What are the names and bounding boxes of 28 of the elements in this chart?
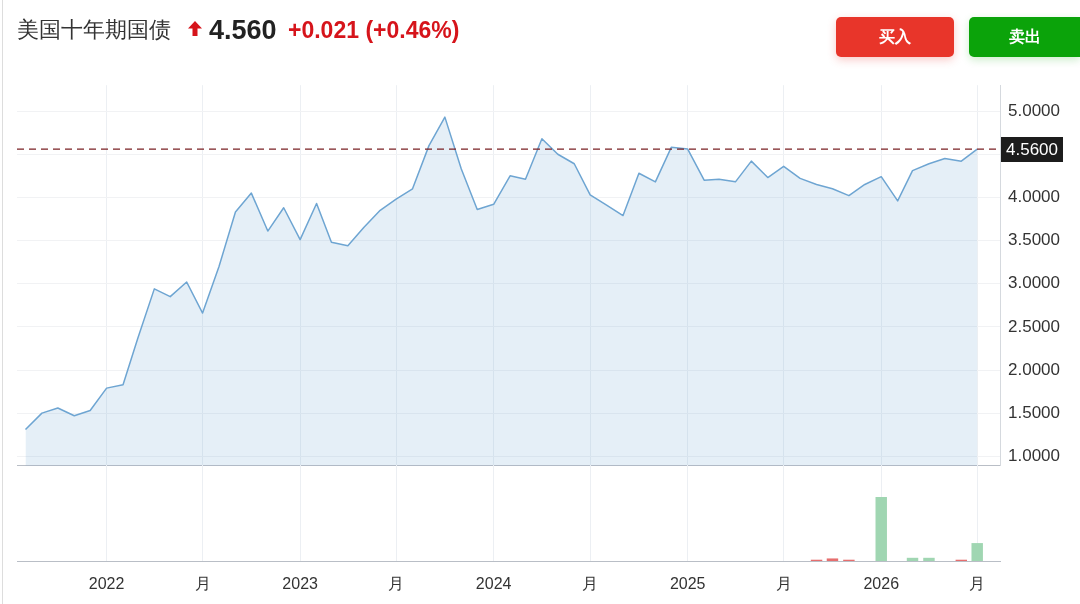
y-tick-label: 3.5000 <box>1008 230 1060 250</box>
bar <box>971 543 983 561</box>
text: 4.560 <box>209 15 277 45</box>
y-tick-label: 1.5000 <box>1008 402 1060 422</box>
y-tick-label: 2.5000 <box>1008 316 1060 336</box>
x-tick-label: 2025 <box>669 575 706 593</box>
y-tick-label: 1.0000 <box>1008 445 1060 465</box>
bar <box>923 557 935 561</box>
x-tick-label: 2024 <box>475 575 512 593</box>
buy-button[interactable]: 买入 <box>836 17 954 57</box>
bar <box>826 558 839 561</box>
chart-title: 美国十年期国债 <box>17 17 171 42</box>
x-tick-label: 2026 <box>863 575 900 593</box>
x-tick-label: 月 <box>969 575 986 593</box>
x-tick-label: 月 <box>194 575 211 593</box>
ref-line-label: 4.5600 <box>1006 139 1058 159</box>
x-tick-label: 2022 <box>88 575 125 593</box>
y-tick-label: 4.0000 <box>1008 187 1060 207</box>
sell-button[interactable]: 卖出 <box>969 17 1080 57</box>
x-tick-label: 月 <box>775 575 792 593</box>
x-tick-label: 月 <box>388 575 405 593</box>
y-tick-label: 5.0000 <box>1008 100 1060 120</box>
x-tick-label: 月 <box>582 575 599 593</box>
x-tick-label: 2023 <box>282 575 319 593</box>
bar <box>875 497 887 561</box>
y-tick-label: 3.0000 <box>1008 273 1060 293</box>
text: +0.021 (+0.46%) <box>288 17 460 43</box>
y-tick-label: 2.0000 <box>1008 359 1060 379</box>
